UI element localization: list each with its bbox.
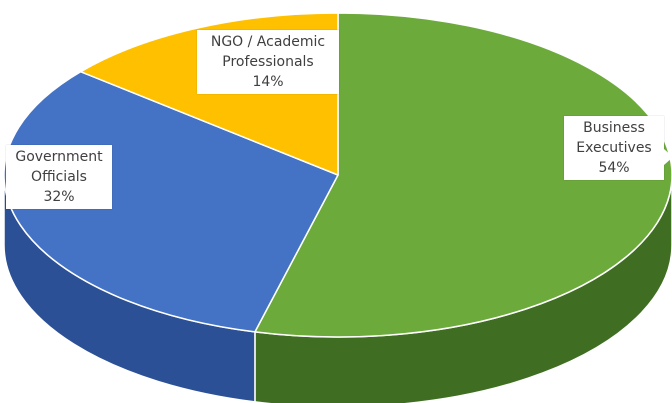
data-label-government-officials: Government Officials 32% bbox=[6, 145, 112, 209]
label-percent: 54% bbox=[598, 160, 630, 176]
label-line-2: Professionals bbox=[222, 54, 314, 70]
label-percent: 14% bbox=[252, 74, 284, 90]
label-line-1: Business bbox=[583, 120, 645, 136]
label-line-2: Executives bbox=[576, 140, 652, 156]
data-label-ngo-academic: NGO / Academic Professionals 14% bbox=[197, 30, 339, 94]
data-label-business-executives: Business Executives 54% bbox=[564, 116, 672, 180]
pie-top-faces bbox=[3, 12, 672, 338]
label-line-1: NGO / Academic bbox=[210, 34, 326, 50]
label-line-1: Government bbox=[15, 149, 103, 165]
pie-slice-0 bbox=[254, 12, 672, 338]
label-line-2: Officials bbox=[31, 169, 87, 185]
label-percent: 32% bbox=[43, 189, 75, 205]
pie-slice-1 bbox=[3, 70, 339, 333]
